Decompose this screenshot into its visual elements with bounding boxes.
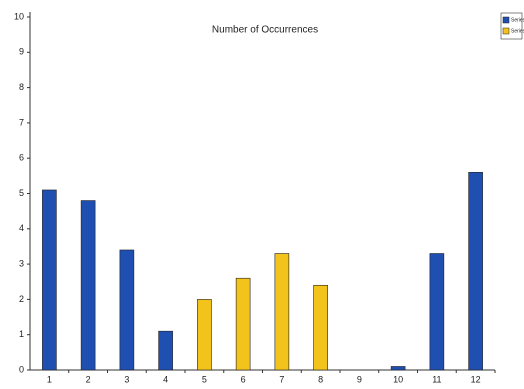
y-tick-label: 7 [19,117,24,127]
bar [313,284,328,371]
x-tick-label: 1 [47,374,52,384]
bar [119,249,135,371]
bar [274,253,290,371]
y-tick-label: 6 [19,153,24,163]
bar [390,366,406,371]
y-tick-label: 9 [19,47,24,57]
chart-title: Number of Occurrences [212,25,318,36]
x-tick-label: 9 [357,374,362,384]
y-tick-label: 8 [19,82,24,92]
bar [80,200,96,371]
legend-label: Series1 [511,17,524,23]
x-tick-label: 6 [241,374,246,384]
y-tick-label: 0 [19,364,24,374]
bar [235,277,251,371]
legend-swatch [502,16,510,24]
x-tick-label: 3 [124,374,129,384]
y-tick-label: 3 [19,258,24,268]
x-tick-label: 11 [432,374,441,384]
x-tick-label: 8 [318,374,323,384]
y-tick-label: 5 [19,188,24,198]
y-tick-label: 4 [19,223,24,233]
y-tick-label: 2 [19,294,24,304]
x-tick-label: 7 [279,374,284,384]
bar [429,253,445,371]
x-tick-label: 5 [202,374,207,384]
x-tick-label: 2 [86,374,91,384]
y-tick-label: 10 [14,11,24,21]
x-tick-label: 12 [471,374,481,384]
bar [42,189,57,371]
y-tick-label: 1 [19,329,24,339]
bar [468,172,483,371]
x-tick-label: 4 [163,374,168,384]
x-tick-label: 10 [393,374,403,384]
legend-label: Series2 [511,28,524,34]
bar [197,299,212,371]
legend-swatch [502,27,510,35]
bar [158,330,173,371]
